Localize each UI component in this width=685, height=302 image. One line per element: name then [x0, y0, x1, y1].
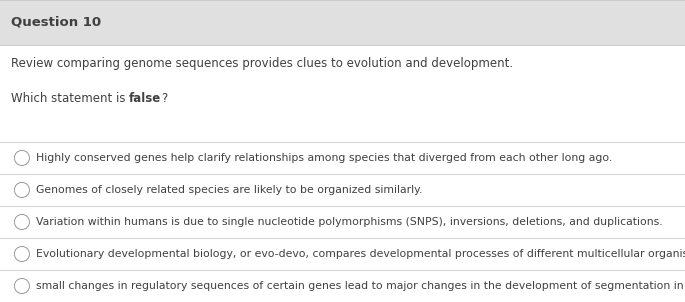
Text: Highly conserved genes help clarify relationships among species that diverged fr: Highly conserved genes help clarify rela… [36, 153, 612, 163]
Text: Evolutionary developmental biology, or evo-devo, compares developmental processe: Evolutionary developmental biology, or e… [36, 249, 685, 259]
FancyBboxPatch shape [0, 45, 685, 302]
Text: ?: ? [162, 92, 168, 104]
FancyBboxPatch shape [0, 0, 685, 45]
Text: Genomes of closely related species are likely to be organized similarly.: Genomes of closely related species are l… [36, 185, 422, 195]
Text: Question 10: Question 10 [11, 16, 101, 29]
Text: small changes in regulatory sequences of certain genes lead to major changes in : small changes in regulatory sequences of… [36, 281, 685, 291]
Text: Variation within humans is due to single nucleotide polymorphisms (SNPS), invers: Variation within humans is due to single… [36, 217, 662, 227]
Text: Review comparing genome sequences provides clues to evolution and development.: Review comparing genome sequences provid… [11, 57, 513, 70]
Text: Which statement is: Which statement is [11, 92, 129, 104]
Text: false: false [129, 92, 162, 104]
